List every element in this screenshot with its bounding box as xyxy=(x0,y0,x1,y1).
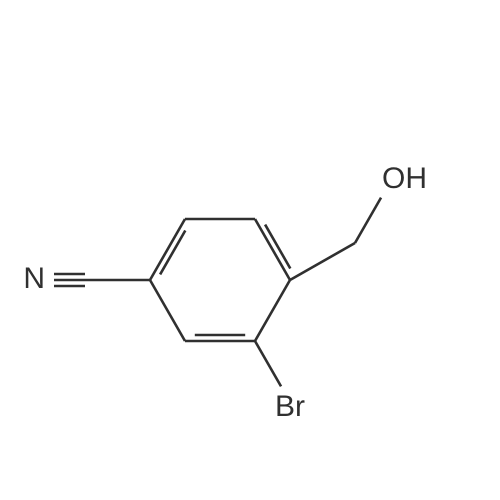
bonds-layer xyxy=(54,198,381,387)
molecule-diagram: N OH Br xyxy=(0,0,500,500)
labels-layer: N OH Br xyxy=(23,162,427,423)
atom-label: Br xyxy=(275,390,305,423)
atom-label: N xyxy=(23,262,45,295)
atom-label: OH xyxy=(382,162,427,195)
